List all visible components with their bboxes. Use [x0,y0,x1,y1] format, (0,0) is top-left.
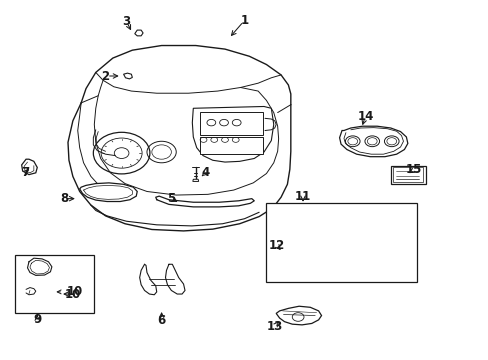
Polygon shape [21,159,37,175]
Bar [15,255,94,313]
Polygon shape [135,30,143,36]
Text: 3: 3 [122,15,130,28]
Text: 10: 10 [67,285,83,298]
Text: 4: 4 [201,166,209,179]
Text: 11: 11 [294,190,310,203]
Bar [392,167,423,182]
Text: 8: 8 [60,192,68,205]
Text: 14: 14 [357,110,373,123]
Bar [199,137,263,154]
Text: 1: 1 [240,14,248,27]
Text: 12: 12 [268,239,284,252]
Text: 13: 13 [266,320,282,333]
Polygon shape [192,107,273,162]
Text: 9: 9 [33,312,41,326]
Bar [390,166,425,184]
Text: 5: 5 [167,192,175,205]
Text: 15: 15 [405,163,422,176]
Text: 10: 10 [64,288,81,301]
Polygon shape [339,126,407,157]
Bar [199,112,263,135]
Text: 2: 2 [102,69,109,82]
Polygon shape [276,306,321,325]
Text: 6: 6 [157,314,165,327]
Text: 7: 7 [21,166,29,179]
Polygon shape [192,179,198,181]
Polygon shape [123,73,132,79]
Polygon shape [80,183,137,202]
Bar [266,203,416,282]
